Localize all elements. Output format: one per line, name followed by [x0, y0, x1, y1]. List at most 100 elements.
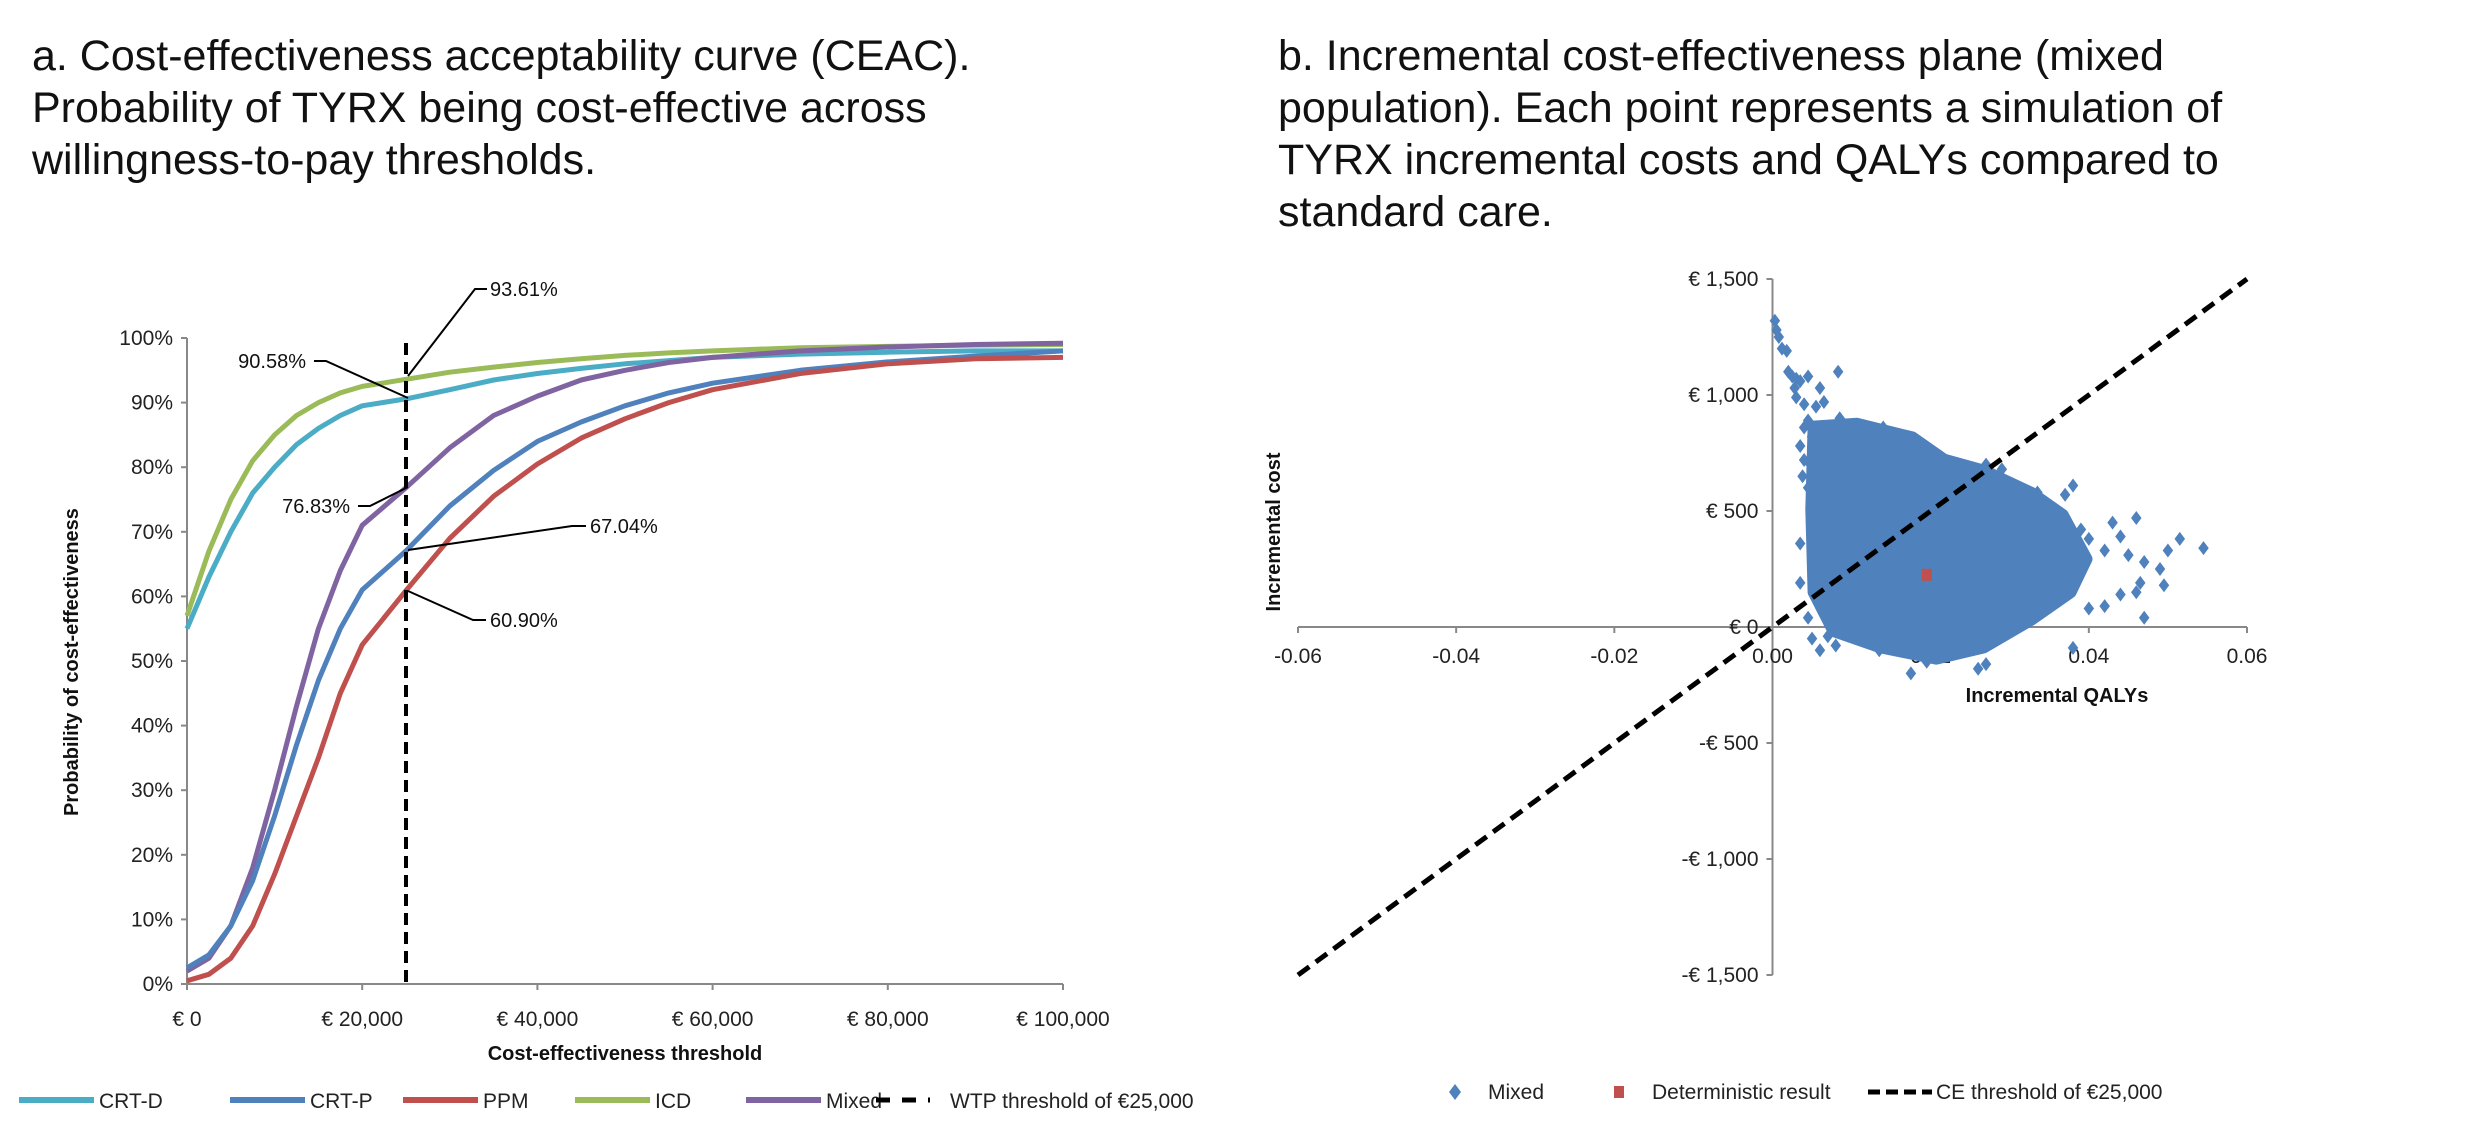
scatter-point-mixed — [1790, 390, 1802, 405]
y-tick-label: 50% — [131, 650, 173, 673]
y-tick-label: 40% — [131, 715, 173, 738]
series-line-icd — [184, 342, 1064, 617]
scatter-point-mixed — [1961, 643, 1972, 658]
scatter-point-mixed — [1933, 455, 1944, 470]
x-tick-label: € 20,000 — [321, 1008, 403, 1031]
scatter-point-mixed — [1893, 633, 1905, 648]
scatter-point-mixed — [2051, 508, 2063, 523]
y-tick-label: 0% — [143, 973, 173, 996]
scatter-point-mixed — [1980, 457, 1992, 472]
scatter-point-mixed — [1818, 394, 1830, 409]
scatter-point-mixed — [1921, 654, 1932, 669]
scatter-point-mixed — [1794, 374, 1806, 389]
scatter-point-mixed — [1874, 643, 1885, 658]
x-tick-label: -0.06 — [1274, 645, 1322, 668]
scatter-point-mixed — [1794, 439, 1806, 454]
scatter-point-mixed — [1854, 629, 1865, 644]
scatter-point-mixed — [2083, 601, 2095, 616]
scatter-point-mixed — [2198, 541, 2209, 556]
scatter-point-mixed — [1834, 411, 1845, 426]
scatter-point-mixed — [2138, 610, 2150, 625]
scatter-point-mixed — [2036, 606, 2047, 621]
legend-label-ppm: PPM — [483, 1090, 529, 1113]
x-tick-label: 0.04 — [2068, 645, 2109, 668]
scatter-point-mixed — [2067, 640, 2079, 655]
annotation-label: 67.04% — [590, 516, 658, 538]
scatter-point-mixed — [1789, 381, 1800, 396]
x-axis-label: Incremental QALYs — [1966, 685, 2149, 707]
legend-label-deterministic: Deterministic result — [1652, 1081, 1831, 1104]
x-tick-label: -0.02 — [1590, 645, 1638, 668]
legend-label-crt-p: CRT-P — [310, 1090, 373, 1113]
scatter-point-mixed — [1877, 420, 1889, 435]
scatter-point-mixed — [2012, 620, 2023, 634]
x-tick-label: € 100,000 — [1016, 1008, 1109, 1031]
annotation-leader-line — [314, 360, 409, 399]
x-tick-label: € 80,000 — [847, 1008, 929, 1031]
x-tick-label: 0.06 — [2227, 645, 2268, 668]
scatter-point-mixed — [2134, 575, 2146, 590]
y-tick-label: -€ 1,500 — [1681, 964, 1758, 987]
scatter-dense-cloud — [1805, 417, 2093, 665]
y-tick-label: -€ 500 — [1699, 732, 1759, 755]
y-axis-label: Probability of cost-effectiveness — [61, 508, 83, 816]
scatter-point-mixed — [2067, 478, 2079, 493]
scatter-point-mixed — [1945, 633, 1956, 648]
y-tick-label: -€ 1,000 — [1681, 848, 1758, 871]
annotation-leader-line — [407, 525, 586, 551]
scatter-point-mixed — [1781, 343, 1792, 358]
scatter-point-mixed — [1806, 541, 1818, 556]
legend-marker-deterministic — [1614, 1086, 1624, 1098]
scatter-point-mixed — [1773, 330, 1785, 344]
scatter-point-mixed — [2131, 585, 2142, 600]
y-tick-label: € 1,000 — [1688, 384, 1758, 407]
scatter-point-mixed — [1798, 397, 1810, 412]
y-tick-label: 30% — [131, 779, 173, 802]
y-axis-label: Incremental cost — [1263, 452, 1285, 611]
scatter-point-mixed — [2123, 548, 2134, 563]
scatter-point-mixed — [2067, 564, 2079, 579]
y-tick-label: 60% — [131, 585, 173, 608]
annotation-leader-line — [358, 486, 409, 507]
legend-label-mixed: Mixed — [1488, 1081, 1544, 1104]
x-tick-label: € 40,000 — [497, 1008, 579, 1031]
legend-label-ce-threshold: CE threshold of €25,000 — [1936, 1081, 2163, 1104]
scatter-point-mixed — [1802, 610, 1814, 625]
x-axis-label: Cost-effectiveness threshold — [488, 1043, 763, 1065]
scatter-point-mixed — [1814, 643, 1826, 658]
annotation-label: 76.83% — [282, 496, 350, 518]
legend-label-wtp: WTP threshold of €25,000 — [950, 1090, 1194, 1113]
scatter-point-mixed — [2107, 515, 2118, 530]
scatter-point-mixed — [1806, 429, 1818, 444]
panel-b-title: b. Incremental cost-effectiveness plane … — [1278, 32, 2223, 236]
legend-marker-mixed — [1449, 1084, 1461, 1100]
scatter-point-mixed — [1797, 469, 1808, 484]
deterministic-result-point — [1921, 568, 1932, 581]
y-tick-label: 90% — [131, 392, 173, 415]
annotation-label: 60.90% — [490, 610, 558, 632]
y-tick-label: 10% — [131, 908, 173, 931]
y-tick-label: 100% — [119, 327, 173, 350]
ce-plane-chart: -€ 1,500 -€ 1,000 -€ 500 € 0 € 500 € 1,000 € 1… — [1263, 268, 2267, 1104]
x-tick-label: 0.00 — [1752, 645, 1793, 668]
scatter-point-mixed — [2174, 531, 2186, 546]
scatter-point-mixed — [1802, 480, 1814, 495]
annotation-label: 90.58% — [238, 351, 306, 373]
scatter-point-mixed — [2059, 582, 2071, 597]
scatter-point-mixed — [1830, 638, 1842, 653]
series-line-mixed — [185, 340, 1064, 974]
scatter-point-mixed — [1794, 536, 1806, 551]
scatter-point-mixed — [1909, 434, 1921, 449]
ce-threshold-line — [1296, 276, 2249, 978]
legend-label-crt-d: CRT-D — [99, 1090, 163, 1113]
ceac-chart: 0% 10% 20% 30% 40% 50% 60% 70% 80% 90% 100% € 0 € 20… — [19, 279, 1194, 1113]
panel-a-title: a. Cost-effectiveness acceptability curv… — [32, 32, 971, 184]
y-tick-label: 20% — [131, 844, 173, 867]
legend-label-icd: ICD — [655, 1090, 691, 1113]
scatter-point-mixed — [2012, 480, 2023, 495]
scatter-point-mixed — [1996, 462, 2008, 477]
scatter-point-mixed — [2075, 522, 2087, 537]
annotation-leader-line — [407, 288, 487, 377]
scatter-point-mixed — [1798, 452, 1810, 467]
scatter-point-mixed — [1806, 631, 1818, 646]
